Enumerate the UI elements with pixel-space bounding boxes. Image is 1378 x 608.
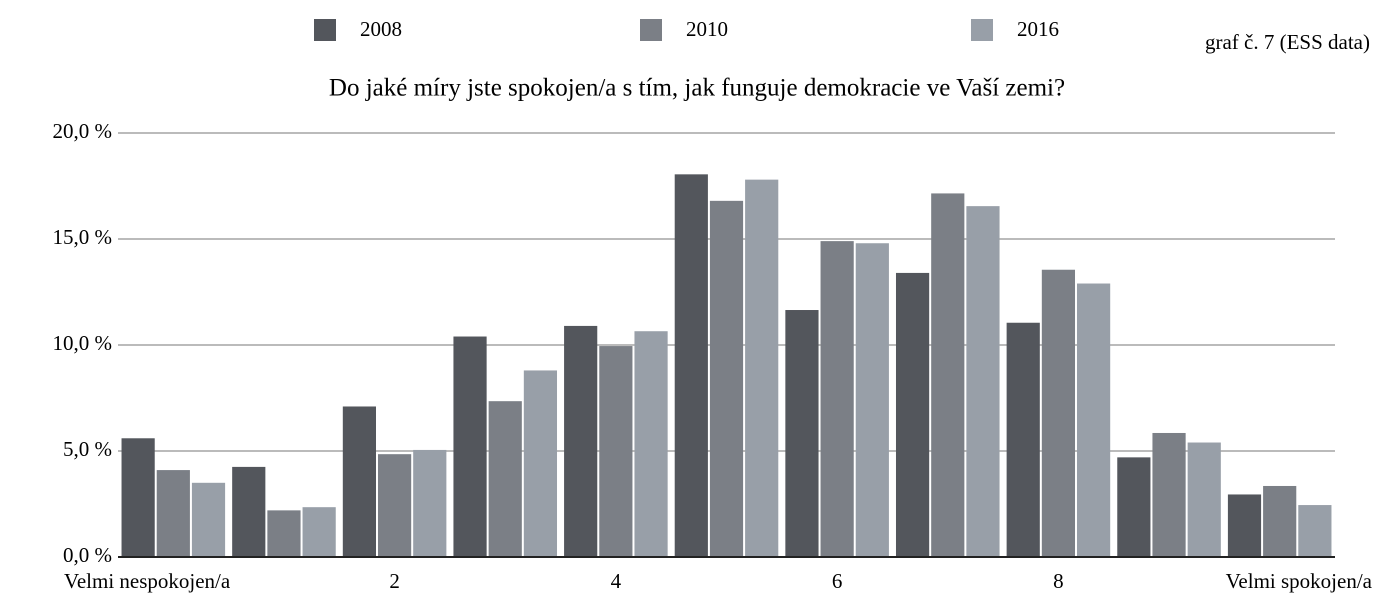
bar (413, 449, 447, 557)
bar (377, 454, 412, 557)
bar (599, 346, 633, 557)
legend-swatch (640, 19, 662, 41)
bar (488, 401, 522, 557)
bar (1298, 505, 1332, 557)
x-tick-label: 8 (1053, 569, 1064, 593)
bar (302, 507, 336, 557)
x-tick-label: 4 (611, 569, 622, 593)
y-tick-label: 15,0 % (53, 225, 113, 249)
bar (564, 325, 598, 557)
y-tick-label: 10,0 % (53, 331, 113, 355)
bar (523, 370, 558, 557)
bar (895, 272, 930, 557)
y-tick-label: 0,0 % (63, 543, 112, 567)
legend-label: 2010 (686, 17, 728, 41)
bar (674, 174, 708, 557)
bar (1187, 442, 1221, 557)
bar (1006, 322, 1040, 557)
bar (121, 438, 155, 557)
bar (1077, 283, 1111, 557)
legend-label: 2008 (360, 17, 402, 41)
chart-title: Do jaké míry jste spokojen/a s tím, jak … (329, 75, 1065, 102)
bar (1117, 457, 1151, 557)
bar (232, 466, 266, 557)
bar (709, 200, 744, 557)
bar (785, 310, 819, 557)
x-tick-label: Velmi nespokojen/a (64, 569, 231, 593)
bar (1263, 485, 1297, 557)
bar (1041, 269, 1076, 557)
x-tick-label: 2 (389, 569, 400, 593)
legend-label: 2016 (1017, 17, 1059, 41)
y-tick-label: 5,0 % (63, 437, 112, 461)
bar (855, 243, 889, 558)
bar (966, 206, 1000, 557)
bar (931, 193, 965, 558)
bar (342, 406, 376, 557)
legend-swatch (971, 19, 993, 41)
bar (634, 331, 668, 557)
y-tick-label: 20,0 % (53, 119, 113, 143)
annotation: graf č. 7 (ESS data) (1205, 30, 1370, 54)
bar (156, 470, 190, 557)
x-tick-label: Velmi spokojen/a (1226, 569, 1373, 593)
bar (453, 336, 487, 557)
bar (267, 510, 301, 557)
bar (820, 241, 854, 557)
bar (191, 482, 226, 557)
bar (1227, 494, 1262, 557)
legend-swatch (314, 19, 336, 41)
bar (745, 179, 779, 557)
x-tick-label: 6 (832, 569, 843, 593)
bar (1152, 432, 1186, 557)
